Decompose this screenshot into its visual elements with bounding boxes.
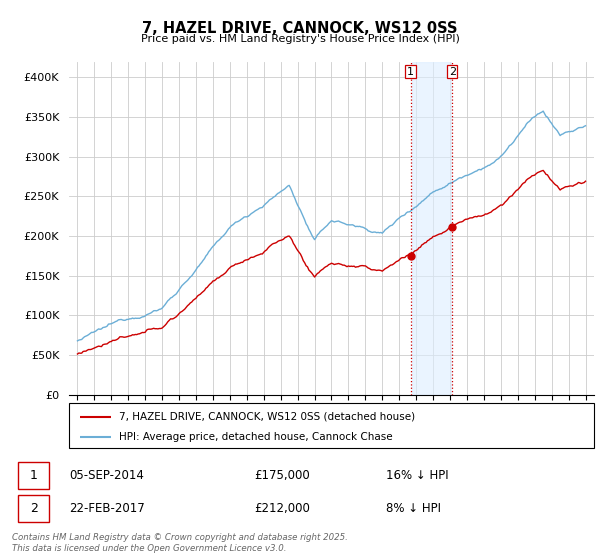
Text: £212,000: £212,000 xyxy=(254,502,310,515)
Text: £175,000: £175,000 xyxy=(254,469,310,483)
Text: Price paid vs. HM Land Registry's House Price Index (HPI): Price paid vs. HM Land Registry's House … xyxy=(140,34,460,44)
Text: 7, HAZEL DRIVE, CANNOCK, WS12 0SS (detached house): 7, HAZEL DRIVE, CANNOCK, WS12 0SS (detac… xyxy=(119,412,415,422)
Text: 22-FEB-2017: 22-FEB-2017 xyxy=(70,502,145,515)
Text: 1: 1 xyxy=(30,469,38,483)
FancyBboxPatch shape xyxy=(18,494,49,522)
Text: HPI: Average price, detached house, Cannock Chase: HPI: Average price, detached house, Cann… xyxy=(119,432,392,442)
Text: 2: 2 xyxy=(30,502,38,515)
Text: 1: 1 xyxy=(407,67,414,77)
FancyBboxPatch shape xyxy=(69,403,594,448)
Text: 05-SEP-2014: 05-SEP-2014 xyxy=(70,469,145,483)
Text: 8% ↓ HPI: 8% ↓ HPI xyxy=(386,502,442,515)
FancyBboxPatch shape xyxy=(18,463,49,489)
Text: Contains HM Land Registry data © Crown copyright and database right 2025.
This d: Contains HM Land Registry data © Crown c… xyxy=(12,533,348,553)
Text: 16% ↓ HPI: 16% ↓ HPI xyxy=(386,469,449,483)
Text: 2: 2 xyxy=(449,67,456,77)
Text: 7, HAZEL DRIVE, CANNOCK, WS12 0SS: 7, HAZEL DRIVE, CANNOCK, WS12 0SS xyxy=(142,21,458,36)
